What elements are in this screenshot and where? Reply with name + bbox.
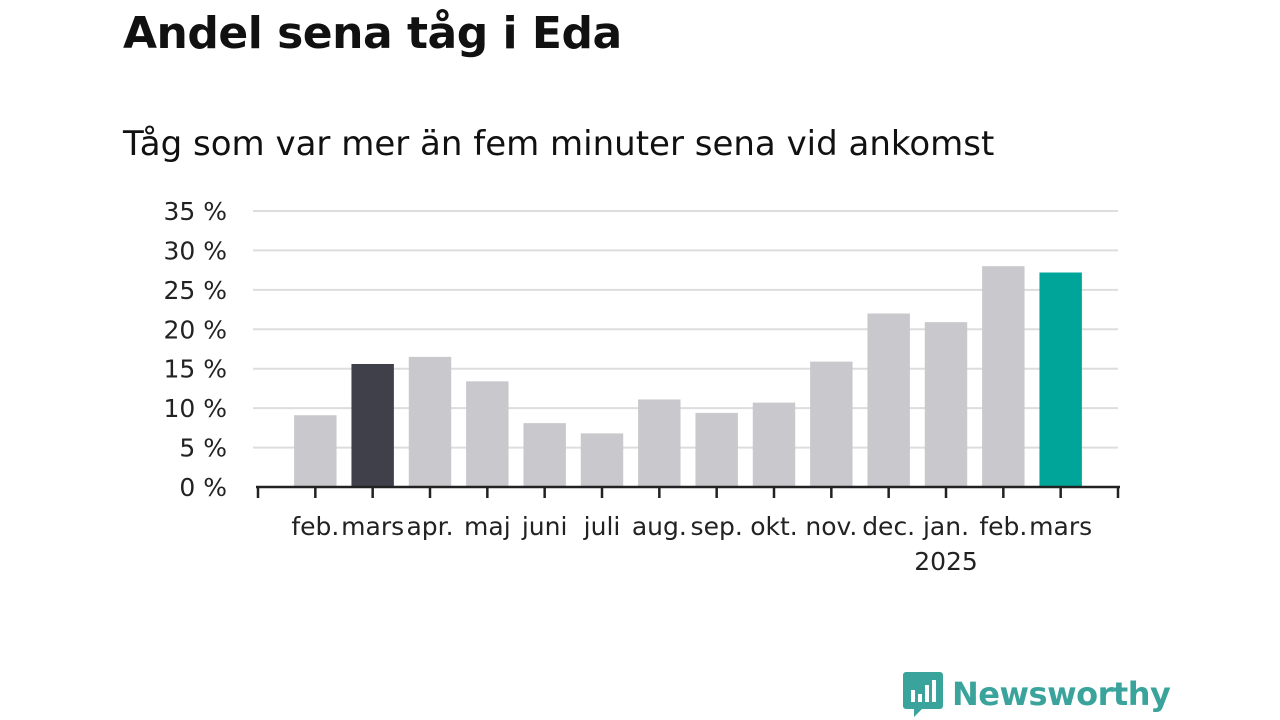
- y-tick-label: 5 %: [179, 434, 227, 463]
- newsworthy-logo-icon: [903, 672, 943, 717]
- y-tick-label: 35 %: [163, 197, 227, 226]
- x-tick-label: apr.: [406, 512, 453, 541]
- y-tick-label: 10 %: [163, 394, 227, 423]
- bar: [294, 415, 337, 487]
- bar: [408, 356, 452, 487]
- bar: [466, 381, 509, 487]
- x-tick-label: aug.: [632, 512, 687, 541]
- y-tick-label: 0 %: [179, 473, 227, 502]
- bars: [294, 266, 1082, 487]
- chart-subtitle: Tåg som var mer än fem minuter sena vid …: [123, 124, 995, 164]
- bar: [810, 361, 853, 487]
- gridlines: [253, 210, 1118, 449]
- x-tick-label: mars: [1029, 512, 1092, 541]
- x-tick-label: juli: [583, 512, 621, 541]
- x-tick-label: sep.: [691, 512, 743, 541]
- bar: [867, 313, 910, 487]
- x-tick-label: feb.: [979, 512, 1027, 541]
- chart-title: Andel sena tåg i Eda: [123, 8, 622, 59]
- bar-chart: 0 %5 %10 %15 %20 %25 %30 %35 % feb. mars a…: [163, 197, 1120, 576]
- bar: [1039, 272, 1082, 487]
- x-axis: [256, 485, 1120, 498]
- newsworthy-logo: Newsworthy: [902, 670, 1171, 718]
- x-tick-label: nov.: [805, 512, 857, 541]
- y-axis-labels: 0 % 5 % 10 % 15 % 20 % 25 % 30 % 35 %: [163, 197, 227, 502]
- bar: [982, 266, 1025, 487]
- bar: [580, 433, 624, 487]
- x-axis-labels: feb. mars apr. maj juni juli aug. sep. okt. nov. d…: [291, 512, 1092, 576]
- y-tick-label: 30 %: [163, 236, 227, 265]
- x-tick-label: dec.: [862, 512, 915, 541]
- bar: [695, 412, 738, 487]
- y-tick-label: 15 %: [163, 355, 227, 384]
- bar: [351, 363, 394, 487]
- x-tick-label: okt.: [750, 512, 798, 541]
- x-tick-label: mars: [341, 512, 404, 541]
- x-tick-label: maj: [464, 512, 511, 541]
- y-tick-label: 25 %: [163, 276, 227, 305]
- logo-text: Newsworthy: [952, 675, 1171, 713]
- x-tick-label: juni: [521, 512, 568, 541]
- x-tick-label: jan.: [922, 512, 969, 541]
- bar: [924, 322, 968, 487]
- x-year-label: 2025: [914, 547, 978, 576]
- y-tick-label: 20 %: [163, 315, 227, 344]
- bar: [638, 399, 681, 487]
- bar: [523, 423, 566, 487]
- x-tick-label: feb.: [291, 512, 339, 541]
- bar: [752, 402, 796, 487]
